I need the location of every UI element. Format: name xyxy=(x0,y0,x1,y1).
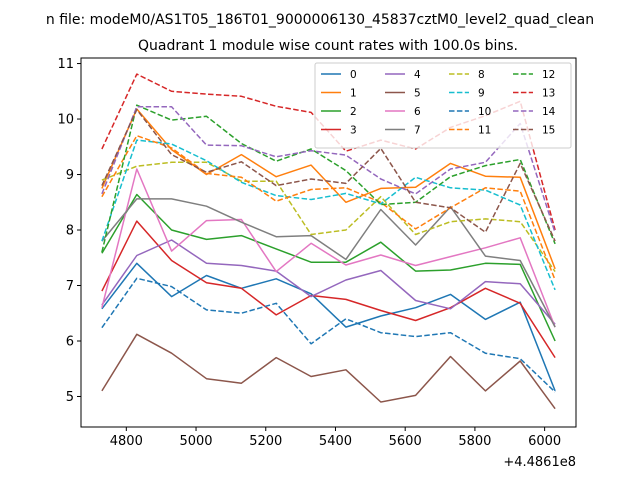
figure-suptitle: n file: modeM0/AS1T05_186T01_9000006130_… xyxy=(46,12,594,28)
y-tick-label: 6 xyxy=(66,334,74,349)
chart-title: Quadrant 1 module wise count rates with … xyxy=(138,38,518,54)
legend-label-4: 4 xyxy=(414,69,421,81)
legend-label-5: 5 xyxy=(414,88,421,100)
series-line-15 xyxy=(101,108,556,242)
y-tick-label: 9 xyxy=(66,168,74,183)
x-tick-label: 5000 xyxy=(179,434,212,449)
x-tick-label: 5400 xyxy=(319,434,352,449)
legend-label-6: 6 xyxy=(414,106,421,118)
series-line-0 xyxy=(101,262,556,392)
x-axis-offset-label: +4.4861e8 xyxy=(503,455,576,470)
series-line-10 xyxy=(101,277,556,393)
y-tick-label: 8 xyxy=(66,224,74,239)
series-line-8 xyxy=(101,161,556,273)
x-tick-label: 5200 xyxy=(249,434,282,449)
y-tick-label: 7 xyxy=(66,279,74,294)
y-tick-label: 10 xyxy=(57,113,74,128)
series-line-12 xyxy=(101,104,556,253)
series-line-9 xyxy=(101,139,556,291)
x-axis-ticks: 4800 5000 5200 5400 5600 5800 6000 xyxy=(110,427,561,449)
series-line-1 xyxy=(101,108,556,270)
legend-label-11: 11 xyxy=(478,125,491,137)
legend-label-9: 9 xyxy=(478,88,485,100)
series-line-14 xyxy=(101,106,556,234)
legend-label-14: 14 xyxy=(542,106,556,118)
y-axis-ticks: 5 6 7 8 9 10 11 xyxy=(57,57,81,405)
axes-frame xyxy=(80,57,577,428)
legend-box xyxy=(314,62,572,149)
legend-label-2: 2 xyxy=(350,106,357,118)
legend-label-3: 3 xyxy=(350,125,357,137)
legend-label-7: 7 xyxy=(414,125,421,137)
legend-label-12: 12 xyxy=(542,69,555,81)
x-tick-label: 5800 xyxy=(458,434,491,449)
series-line-11 xyxy=(101,134,556,281)
series-line-3 xyxy=(101,220,556,359)
y-tick-label: 5 xyxy=(66,390,74,405)
legend-label-8: 8 xyxy=(478,69,485,81)
x-tick-label: 6000 xyxy=(528,434,561,449)
legend-label-15: 15 xyxy=(542,125,555,137)
legend-label-10: 10 xyxy=(478,106,491,118)
series-line-2 xyxy=(101,193,556,342)
legend-label-13: 13 xyxy=(542,88,555,100)
series-line-7 xyxy=(101,198,556,328)
series-line-4 xyxy=(101,239,556,325)
legend-label-0: 0 xyxy=(350,69,357,81)
x-tick-label: 5600 xyxy=(389,434,422,449)
x-tick-label: 4800 xyxy=(110,434,143,449)
y-tick-label: 11 xyxy=(57,57,74,72)
legend-label-1: 1 xyxy=(350,88,357,100)
series-line-6 xyxy=(101,168,556,328)
series-line-5 xyxy=(101,333,556,410)
